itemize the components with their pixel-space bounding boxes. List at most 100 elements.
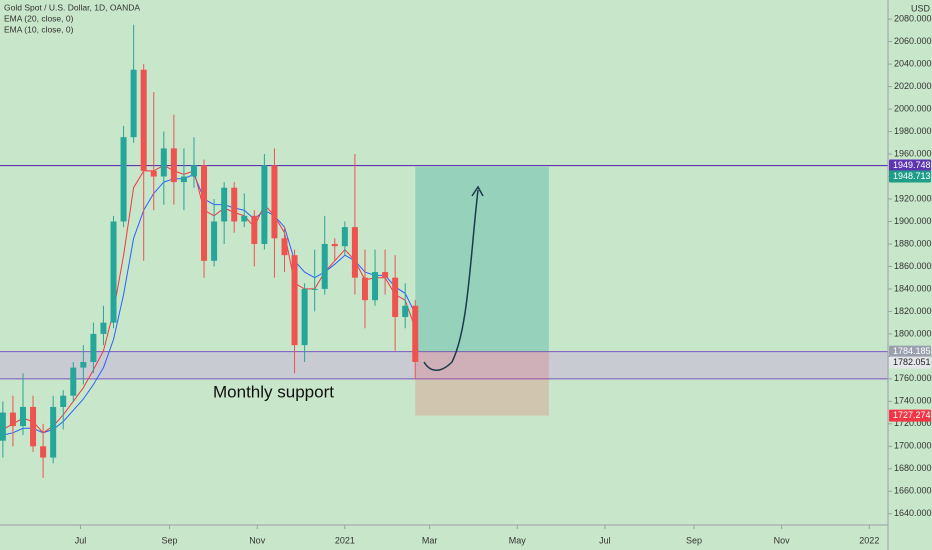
candle-body (9, 412, 16, 427)
candle-body (241, 215, 248, 222)
candle-body (130, 69, 137, 138)
price-tag (889, 170, 931, 183)
y-tick-label: 1880.000 (894, 238, 932, 248)
x-tick-label: Nov (249, 535, 266, 545)
chart-title: Gold Spot / U.S. Dollar, 1D, OANDA (4, 2, 140, 12)
x-tick-label: May (509, 535, 527, 545)
candle-body (231, 187, 238, 222)
price-tag-label: 1782.051 (893, 357, 931, 367)
axis: 1640.000 1660.000 1680.000 1700.000 1720.000… (75, 13, 932, 545)
position-target (415, 166, 549, 352)
candle-body (120, 137, 127, 222)
candle-body (30, 406, 37, 447)
ema-line (2, 173, 416, 436)
position-stop (415, 351, 549, 416)
y-tick-label: 2040.000 (894, 58, 932, 68)
x-tick-label: Jul (599, 535, 611, 545)
candle-body (140, 69, 147, 171)
x-tick-label: Mar (422, 535, 438, 545)
price-tag-label: 1784.185 (893, 346, 931, 356)
candle-body (110, 221, 117, 323)
candle-body (170, 148, 177, 183)
y-tick-label: 1980.000 (894, 126, 932, 136)
candle-body (150, 170, 157, 177)
y-tick-label: 2060.000 (894, 36, 932, 46)
x-tick-label: Jul (75, 535, 87, 545)
x-tick-label: 2021 (335, 535, 355, 545)
candle-body (341, 227, 348, 247)
legend-entry: EMA (20, close, 0) (4, 13, 74, 23)
y-tick-label: 1740.000 (894, 396, 932, 406)
candle-body (251, 215, 258, 244)
support-zone (0, 351, 888, 379)
y-tick-label: 1820.000 (894, 306, 932, 316)
candle-body (19, 406, 26, 427)
candle-body (180, 176, 187, 183)
y-tick-label: 1700.000 (894, 441, 932, 451)
candle-body (301, 288, 308, 346)
candle-body (331, 243, 338, 247)
marks (0, 24, 419, 478)
y-tick-label: 1760.000 (894, 373, 932, 383)
candle-body (382, 272, 389, 278)
price-tag (889, 356, 931, 369)
candle-body (261, 165, 268, 244)
y-tick-label: 2020.000 (894, 81, 932, 91)
price-tag (889, 345, 931, 358)
arrow (423, 189, 479, 371)
y-tick-label: 1960.000 (894, 148, 932, 158)
candle-body (40, 446, 47, 458)
annotation: Monthly support (213, 382, 334, 401)
zones (0, 164, 888, 416)
candle-body (70, 367, 77, 396)
candle-body (221, 187, 228, 222)
candle-body (80, 361, 87, 368)
y-tick-label: 1860.000 (894, 261, 932, 271)
candle-body (361, 277, 368, 301)
ema-line (2, 164, 416, 434)
price-tag-label: 1948.713 (893, 171, 931, 181)
candle-body (160, 148, 167, 177)
y-tick-label: 1800.000 (894, 328, 932, 338)
candle-body (351, 227, 358, 278)
candle-body (311, 288, 318, 290)
candle-body (90, 333, 97, 362)
y-tick-label: 2000.000 (894, 103, 932, 113)
candle-body (60, 395, 67, 407)
x-tick-label: Sep (686, 535, 702, 545)
y-tick-label: 1680.000 (894, 463, 932, 473)
price-tag (889, 409, 931, 422)
candle-body (281, 238, 288, 256)
candle-body (50, 406, 57, 458)
candle-body (100, 322, 107, 334)
candle-body (211, 221, 218, 261)
y-tick-label: 1640.000 (894, 508, 932, 518)
price-tag-label: 1727.274 (893, 410, 931, 420)
x-tick-label: Nov (774, 535, 791, 545)
candle-body (321, 243, 328, 289)
x-tick-label: Sep (162, 535, 178, 545)
candle-body (190, 165, 197, 177)
y-tick-label: 1920.000 (894, 193, 932, 203)
legend-entry: EMA (10, close, 0) (4, 24, 74, 34)
candle-body (201, 165, 208, 261)
candle-body (392, 277, 399, 318)
y-tick-label: 2080.000 (894, 13, 932, 23)
y-tick-label: 1840.000 (894, 283, 932, 293)
candle-body (291, 255, 298, 346)
price-tag-label: 1949.748 (893, 160, 931, 170)
candle-body (372, 272, 379, 301)
y-tick-label: 1900.000 (894, 216, 932, 226)
candle-body (271, 165, 278, 239)
candle-body (402, 305, 409, 318)
arrow-head (471, 185, 484, 197)
y-tick-label: 1720.000 (894, 418, 932, 428)
candle-body (412, 305, 419, 362)
axis-unit: USD (911, 3, 931, 13)
candle-body (0, 412, 6, 441)
y-tick-label: 1660.000 (894, 486, 932, 496)
price-tag (889, 159, 931, 172)
x-tick-label: 2022 (859, 535, 879, 545)
